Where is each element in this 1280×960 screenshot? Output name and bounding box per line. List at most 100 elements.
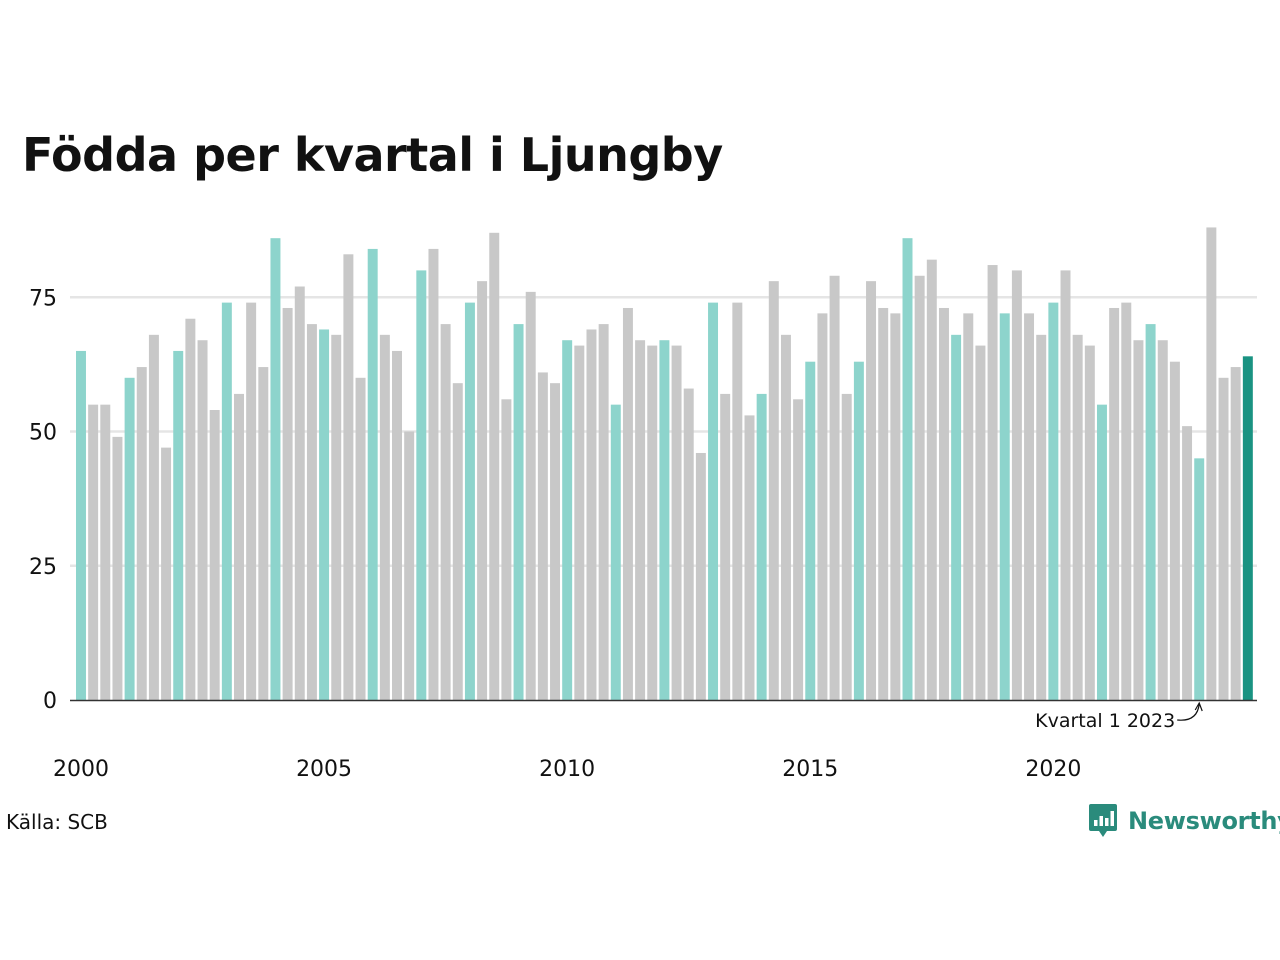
bar <box>161 447 172 700</box>
bar <box>1194 458 1205 700</box>
bar <box>221 302 232 700</box>
bar <box>744 415 755 700</box>
annotation-arrow <box>1177 703 1200 721</box>
x-tick-label: 2010 <box>539 757 595 782</box>
bar <box>234 393 244 700</box>
bar <box>805 361 816 700</box>
bar <box>987 265 998 700</box>
bar <box>829 275 840 700</box>
bar <box>683 388 694 700</box>
bar <box>951 334 962 700</box>
bar <box>780 334 791 700</box>
bar <box>999 313 1010 700</box>
bar <box>1121 302 1132 700</box>
bar <box>258 367 269 700</box>
annotation-label: Kvartal 1 2023 <box>1035 710 1175 732</box>
bar <box>282 307 293 700</box>
bar <box>1109 307 1120 700</box>
bar <box>1242 356 1253 700</box>
bar <box>319 329 330 700</box>
bar <box>866 281 877 700</box>
bar <box>173 350 184 700</box>
bar <box>635 340 646 700</box>
bar <box>793 399 804 700</box>
bar <box>1024 313 1035 700</box>
bar <box>392 350 402 700</box>
bar <box>914 275 925 700</box>
bar <box>489 232 500 700</box>
bar <box>185 318 196 700</box>
bar <box>574 345 585 700</box>
bar <box>708 302 719 700</box>
bar <box>756 393 767 700</box>
y-axis-ticks: 0 25 50 75 <box>29 286 57 714</box>
bar <box>1169 361 1180 700</box>
bar <box>671 345 682 700</box>
bar <box>513 324 524 700</box>
bar <box>1182 426 1193 700</box>
bar <box>586 329 597 700</box>
bar <box>1011 270 1022 700</box>
x-tick-label: 2020 <box>1025 757 1081 782</box>
bar <box>270 238 281 700</box>
y-tick-label: 0 <box>43 689 57 714</box>
bar <box>367 248 378 701</box>
bar <box>1218 377 1229 700</box>
bar <box>732 302 743 700</box>
bar <box>294 286 305 700</box>
bar <box>355 377 366 700</box>
brand-logo[interactable]: Newsworthy <box>1088 803 1280 839</box>
bar <box>890 313 901 700</box>
bar <box>647 345 658 700</box>
bar <box>477 281 488 700</box>
chart-title: Födda per kvartal i Ljungby <box>22 128 723 182</box>
x-axis-ticks: 2000 2005 2010 2015 2020 <box>53 757 1081 782</box>
x-tick-label: 2000 <box>53 757 109 782</box>
bar <box>659 340 670 700</box>
bar <box>841 393 852 700</box>
bar <box>404 431 415 700</box>
bar <box>1072 334 1083 700</box>
bar <box>197 340 208 700</box>
bar <box>246 302 257 700</box>
bar <box>768 281 779 700</box>
bar <box>1157 340 1168 700</box>
bar <box>562 340 573 700</box>
x-tick-label: 2015 <box>782 757 838 782</box>
bar <box>379 334 390 700</box>
x-tick-label: 2005 <box>296 757 352 782</box>
bar <box>525 291 536 700</box>
bar <box>622 307 633 700</box>
bar <box>902 238 913 700</box>
bar <box>1084 345 1095 700</box>
y-tick-label: 75 <box>29 286 57 311</box>
bar <box>112 436 123 700</box>
bar <box>1048 302 1059 700</box>
annotation: Kvartal 1 2023 <box>1035 701 1203 732</box>
bar <box>124 377 135 700</box>
bar <box>537 372 548 700</box>
brand-name: Newsworthy <box>1128 807 1280 835</box>
bar <box>136 367 147 700</box>
bar <box>464 302 475 700</box>
bar <box>853 361 864 700</box>
bar <box>428 248 439 701</box>
bar <box>209 410 220 700</box>
bar <box>720 393 731 700</box>
bar <box>550 383 560 700</box>
bar <box>1096 404 1107 700</box>
bar <box>817 313 828 700</box>
bar <box>878 307 889 700</box>
bar <box>343 254 354 701</box>
bar <box>501 399 512 700</box>
bar <box>100 404 111 700</box>
y-tick-label: 25 <box>29 555 57 580</box>
bar <box>938 307 949 700</box>
bar <box>695 452 706 700</box>
bar <box>440 324 451 700</box>
bar <box>148 334 159 700</box>
bar <box>598 324 609 700</box>
bar <box>1145 324 1156 700</box>
bar-chart: 0 25 50 75 2000 2005 2010 2015 2020 Kvartal 1 2… <box>29 227 1257 782</box>
bar <box>88 404 99 700</box>
